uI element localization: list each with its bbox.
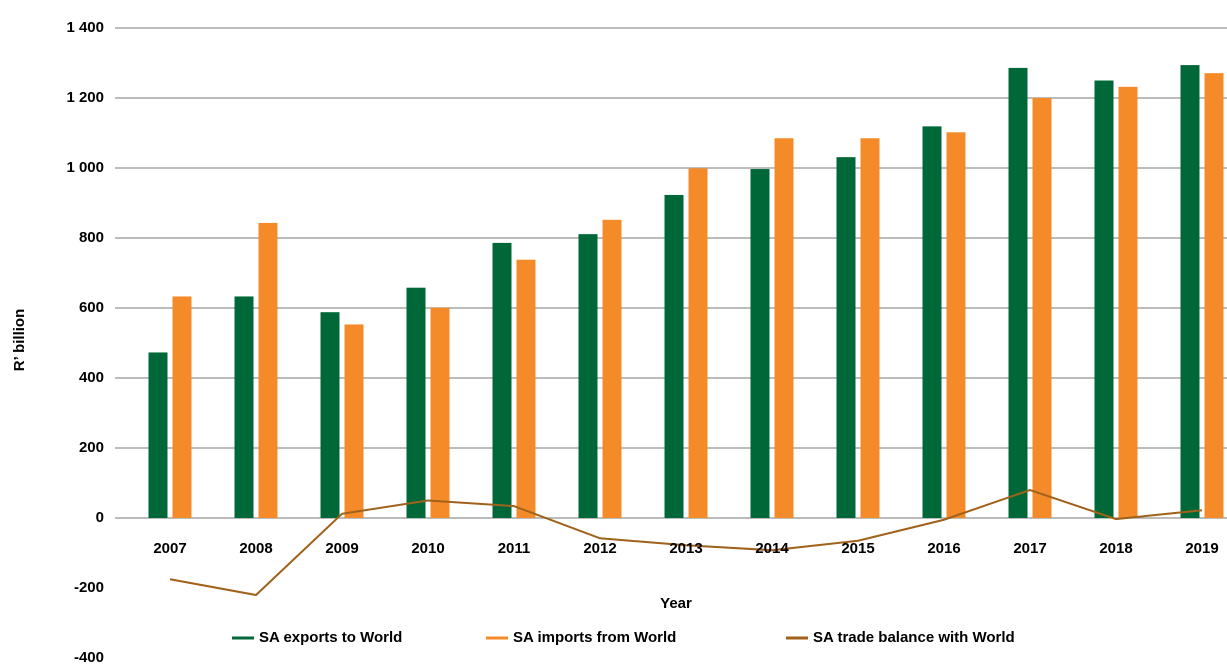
- bar: [148, 352, 168, 518]
- legend-label: SA trade balance with World: [813, 629, 1015, 646]
- y-tick-label: 800: [79, 229, 104, 246]
- bar: [750, 169, 770, 519]
- x-tick-label: 2016: [927, 540, 960, 557]
- y-tick-label: 400: [79, 369, 104, 386]
- bar: [602, 219, 622, 519]
- x-tick-label: 2014: [755, 540, 789, 557]
- bar: [1118, 86, 1138, 519]
- x-tick-label: 2008: [239, 540, 272, 557]
- x-tick-label: 2019: [1185, 540, 1218, 557]
- x-tick-label: 2018: [1099, 540, 1132, 557]
- bar: [946, 132, 966, 519]
- bar: [836, 157, 856, 518]
- bar: [1008, 67, 1028, 519]
- y-tick-label: -400: [74, 649, 104, 666]
- x-tick-label: 2009: [325, 540, 358, 557]
- bar: [774, 138, 794, 518]
- legend-label: SA exports to World: [259, 629, 402, 646]
- y-tick-label: 200: [79, 439, 104, 456]
- y-tick-label: 0: [96, 509, 104, 526]
- y-tick-label: 600: [79, 299, 104, 316]
- y-tick-label: -200: [74, 579, 104, 596]
- bar: [1094, 80, 1114, 518]
- legend-label: SA imports from World: [513, 629, 676, 646]
- bar: [234, 296, 254, 518]
- x-tick-label: 2013: [669, 540, 702, 557]
- x-tick-label: 2010: [411, 540, 444, 557]
- x-tick-label: 2017: [1013, 540, 1046, 557]
- y-axis-label: R’ billion: [11, 309, 28, 372]
- bar: [578, 234, 598, 518]
- y-tick-label: 1 000: [66, 159, 104, 176]
- bar: [492, 242, 512, 518]
- bar: [1204, 73, 1224, 519]
- bar: [860, 138, 880, 518]
- bar: [1180, 65, 1200, 518]
- y-tick-label: 1 400: [66, 19, 104, 36]
- x-tick-label: 2015: [841, 540, 874, 557]
- line-series: [169, 488, 1203, 597]
- y-tick-label: 1 200: [66, 89, 104, 106]
- x-axis-label: Year: [660, 595, 692, 612]
- x-tick-label: 2011: [498, 540, 531, 557]
- bar: [516, 259, 536, 518]
- bar: [430, 307, 450, 518]
- bar: [688, 168, 708, 518]
- bar: [406, 287, 426, 518]
- bar: [258, 222, 278, 518]
- bar: [172, 296, 192, 518]
- x-tick-label: 2007: [153, 540, 186, 557]
- bar: [320, 312, 340, 518]
- bar: [1032, 98, 1052, 518]
- bar: [664, 194, 684, 518]
- bar: [922, 126, 942, 518]
- bar: [344, 324, 364, 518]
- x-tick-label: 2012: [583, 540, 616, 557]
